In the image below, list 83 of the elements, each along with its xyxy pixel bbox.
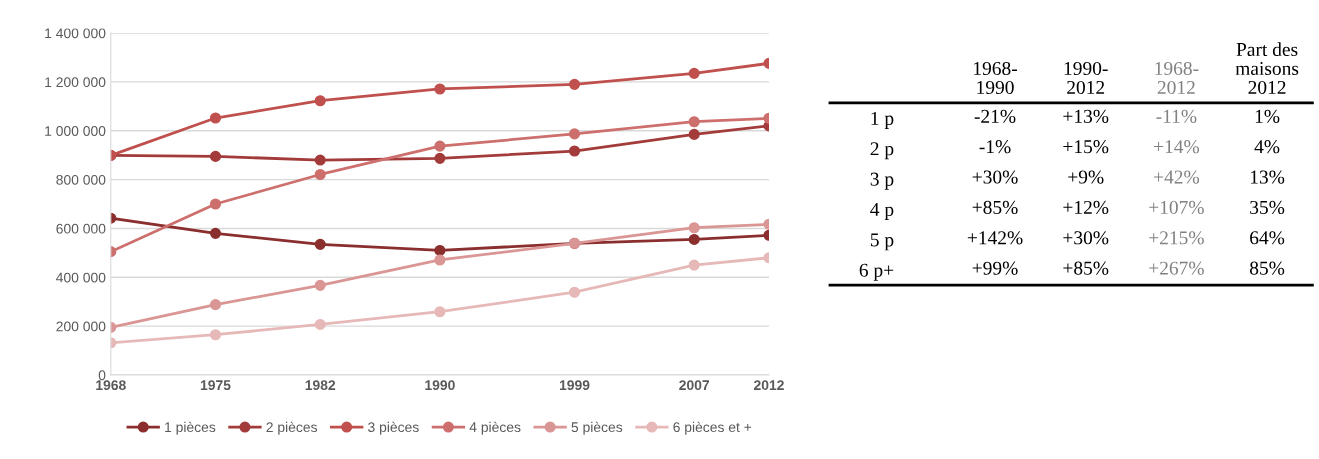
text: +215% [1149,231,1204,245]
text: +13% [1063,109,1109,123]
y-tick-label: 3 p [870,172,894,190]
text: +142% [967,231,1023,245]
text: 35% [1250,200,1285,215]
y-tick-label: 200 000 [56,321,106,332]
point [688,259,700,271]
text: +267% [1149,261,1204,275]
point [688,67,700,79]
x-tick-label: 1999 [559,380,590,391]
y-tick-label: 1 p [871,111,894,129]
point [434,244,446,256]
text: +107% [1149,200,1204,215]
text: -1% [979,140,1011,154]
point [568,145,581,157]
point [314,279,326,291]
y-tick-label: 600 000 [56,223,106,234]
text: 85% [1249,261,1285,275]
y-tick-label: 1 400 000 [45,28,106,39]
text: +85% [972,200,1018,215]
point [209,329,222,341]
text: +15% [1063,140,1109,154]
text: -11% [1156,109,1197,123]
point [688,128,700,140]
y-tick-label: 2 p [870,142,894,160]
text: +99% [972,261,1018,275]
text: +85% [1063,261,1109,275]
x-tick-label: 1990 [425,380,455,391]
y-tick-label: 4 p [870,203,894,220]
point [568,78,581,90]
text: +30% [1063,231,1109,245]
x-tick-label: 2007 [679,380,710,391]
x-tick-label: 2012 [754,380,784,391]
y-tick-label: 0 [98,370,106,381]
point [209,112,222,124]
legend-label: 6 pièces et + [673,421,752,435]
x-tick-label: 1982 [305,380,336,391]
point [314,168,326,181]
point [434,254,446,266]
text: 1% [1255,109,1280,123]
y-tick-label: 800 000 [56,174,106,185]
point [314,154,326,166]
y-tick-label: 1 200 000 [45,77,106,88]
text: +14% [1154,140,1200,154]
point [314,95,326,107]
x-tick-label: 1990- 2012 [1064,61,1108,95]
point [434,152,446,164]
legend-label: 2 pièces [266,421,318,435]
text: 13% [1250,170,1285,184]
text: +12% [1063,200,1109,215]
legend-label: 4 pièces [469,421,521,435]
y-tick-label: 400 000 [56,272,106,283]
point [314,238,326,250]
y-tick-label: 5 p [870,233,894,251]
point [568,286,581,298]
x-tick-label: 1975 [200,380,231,391]
legend-label: 3 pièces [368,421,419,435]
point [209,150,222,162]
point [688,233,700,245]
text: 4% [1254,140,1280,154]
text: -21% [974,109,1016,123]
x-tick-label: 1968 [96,380,126,391]
point [209,198,222,210]
point [209,227,222,239]
point [314,318,326,330]
text: +30% [972,170,1018,184]
legend-label: 1 pièces [165,421,216,435]
point [434,306,446,318]
point [434,83,446,95]
legend-label: 5 pièces [571,421,623,435]
text: +9% [1068,170,1104,184]
point [688,222,700,234]
point [209,299,222,311]
x-tick-label: 1968- 1990 [974,61,1017,95]
text: +42% [1154,170,1200,184]
point [568,128,581,140]
point [688,116,700,128]
x-tick-label: Part des maisons 2012 [1235,42,1299,95]
x-tick-label: 1968- 2012 [1155,61,1199,95]
y-tick-label: 6 p+ [859,263,894,281]
y-tick-label: 1 000 000 [45,126,106,136]
text: 64% [1250,231,1285,245]
point [434,140,446,152]
